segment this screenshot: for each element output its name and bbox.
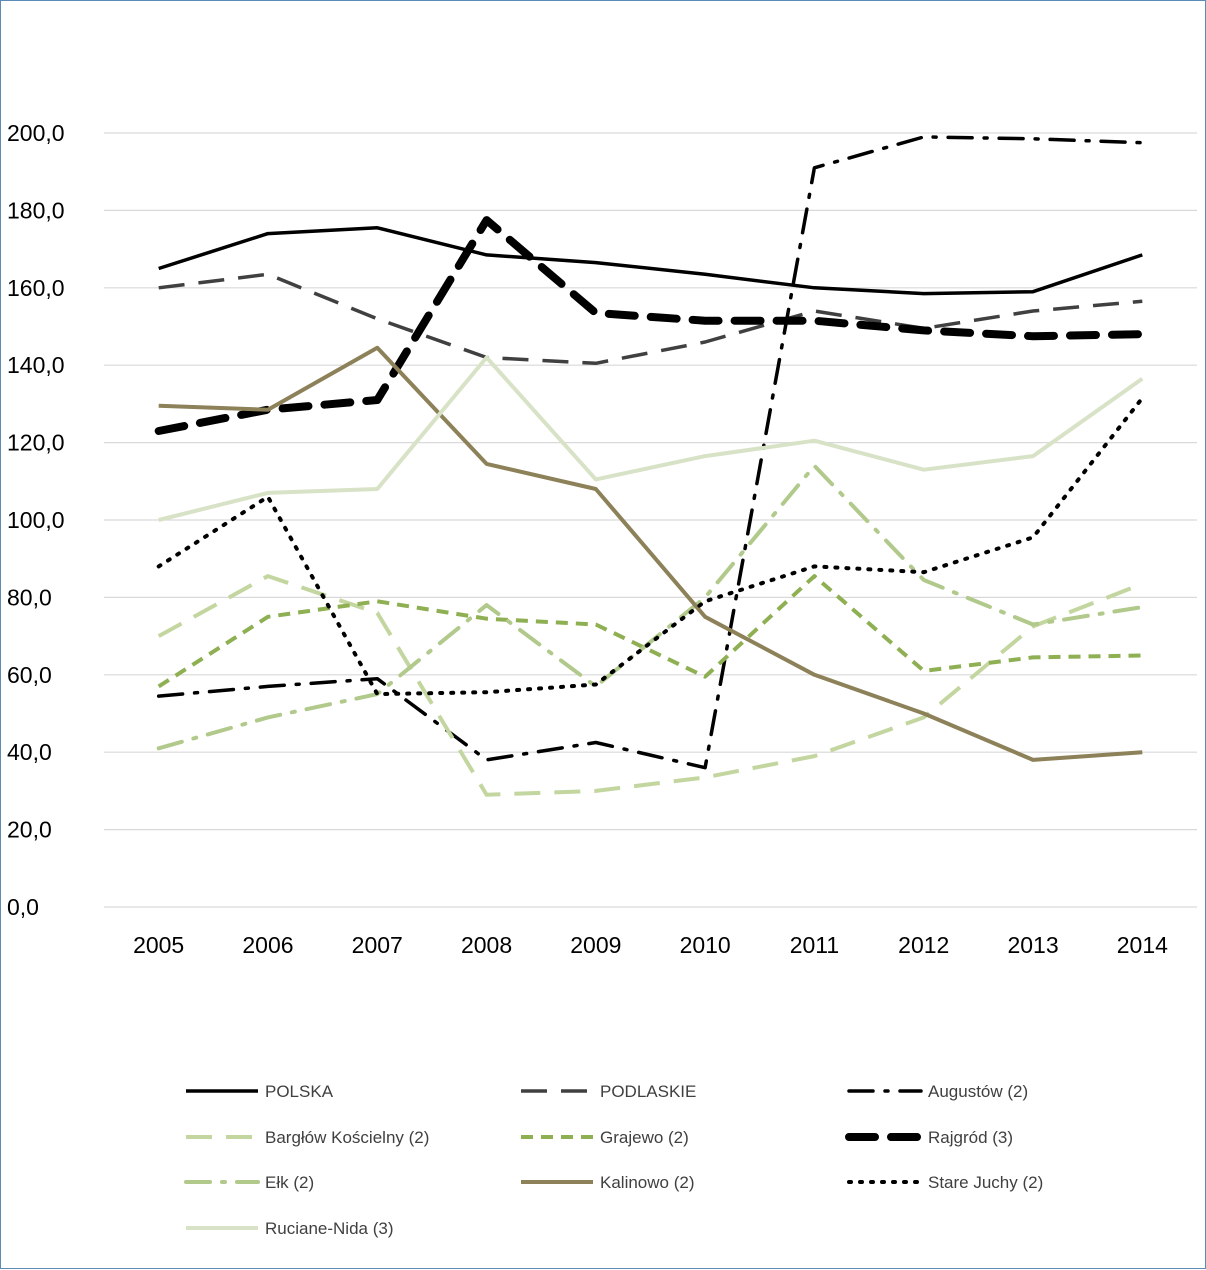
legend-label: Stare Juchy (2): [928, 1173, 1043, 1192]
series-line-3: [157, 574, 1144, 797]
x-tick-label: 2008: [461, 932, 512, 958]
series-line-6: [156, 463, 1145, 751]
x-tick-label: 2005: [133, 932, 184, 958]
legend-label: Kalinowo (2): [600, 1173, 695, 1192]
gridlines: [104, 132, 1197, 908]
legend-label: Ruciane-Nida (3): [265, 1219, 394, 1238]
y-tick-label: 80,0: [7, 584, 52, 610]
x-tick-label: 2010: [680, 932, 731, 958]
y-tick-label: 60,0: [7, 662, 52, 688]
y-tick-label: 40,0: [7, 739, 52, 765]
y-tick-label: 120,0: [7, 430, 65, 456]
series-line-0: [158, 226, 1143, 296]
series-line-1: [158, 272, 1143, 366]
y-tick-label: 200,0: [7, 120, 65, 146]
y-tick-label: 20,0: [7, 817, 52, 843]
series-line-9: [158, 355, 1144, 522]
legend-label: PODLASKIE: [600, 1082, 696, 1101]
series-line-4: [157, 574, 1143, 689]
legend-label: Ełk (2): [265, 1173, 314, 1192]
legend-label: Bargłów Kościelny (2): [265, 1128, 429, 1147]
y-tick-label: 180,0: [7, 197, 65, 223]
series-line-5: [154, 216, 1147, 435]
y-tick-label: 160,0: [7, 275, 65, 301]
x-tick-label: 2006: [242, 932, 293, 958]
legend-label: Grajewo (2): [600, 1128, 689, 1147]
x-tick-label: 2012: [898, 932, 949, 958]
legend-label: Augustów (2): [928, 1082, 1028, 1101]
series-line-7: [158, 345, 1143, 762]
x-tick-label: 2007: [352, 932, 403, 958]
series-line-8: [156, 396, 1145, 697]
y-tick-label: 100,0: [7, 507, 65, 533]
y-tick-label: 140,0: [7, 352, 65, 378]
y-axis-tick-labels: 0,0 20,0 40,0 60,0 80,0 100,0 120,0 140,0 160,0 1…: [7, 120, 65, 920]
x-axis-tick-labels: 2005 2006 2007 2008 2009 2010 2011 2012 2013 2014: [133, 932, 1168, 958]
x-tick-label: 2009: [570, 932, 621, 958]
legend: POLSKA PODLASKIE Augustów (2) Bargłów Kości…: [184, 1082, 1043, 1238]
legend-label: Rajgród (3): [928, 1128, 1013, 1147]
x-tick-label: 2013: [1007, 932, 1058, 958]
y-tick-label: 0,0: [7, 894, 39, 920]
series-lines: [154, 135, 1147, 797]
x-tick-label: 2011: [790, 932, 839, 958]
series-line-2: [156, 135, 1145, 770]
legend-label: POLSKA: [265, 1082, 334, 1101]
x-tick-label: 2014: [1117, 932, 1168, 958]
